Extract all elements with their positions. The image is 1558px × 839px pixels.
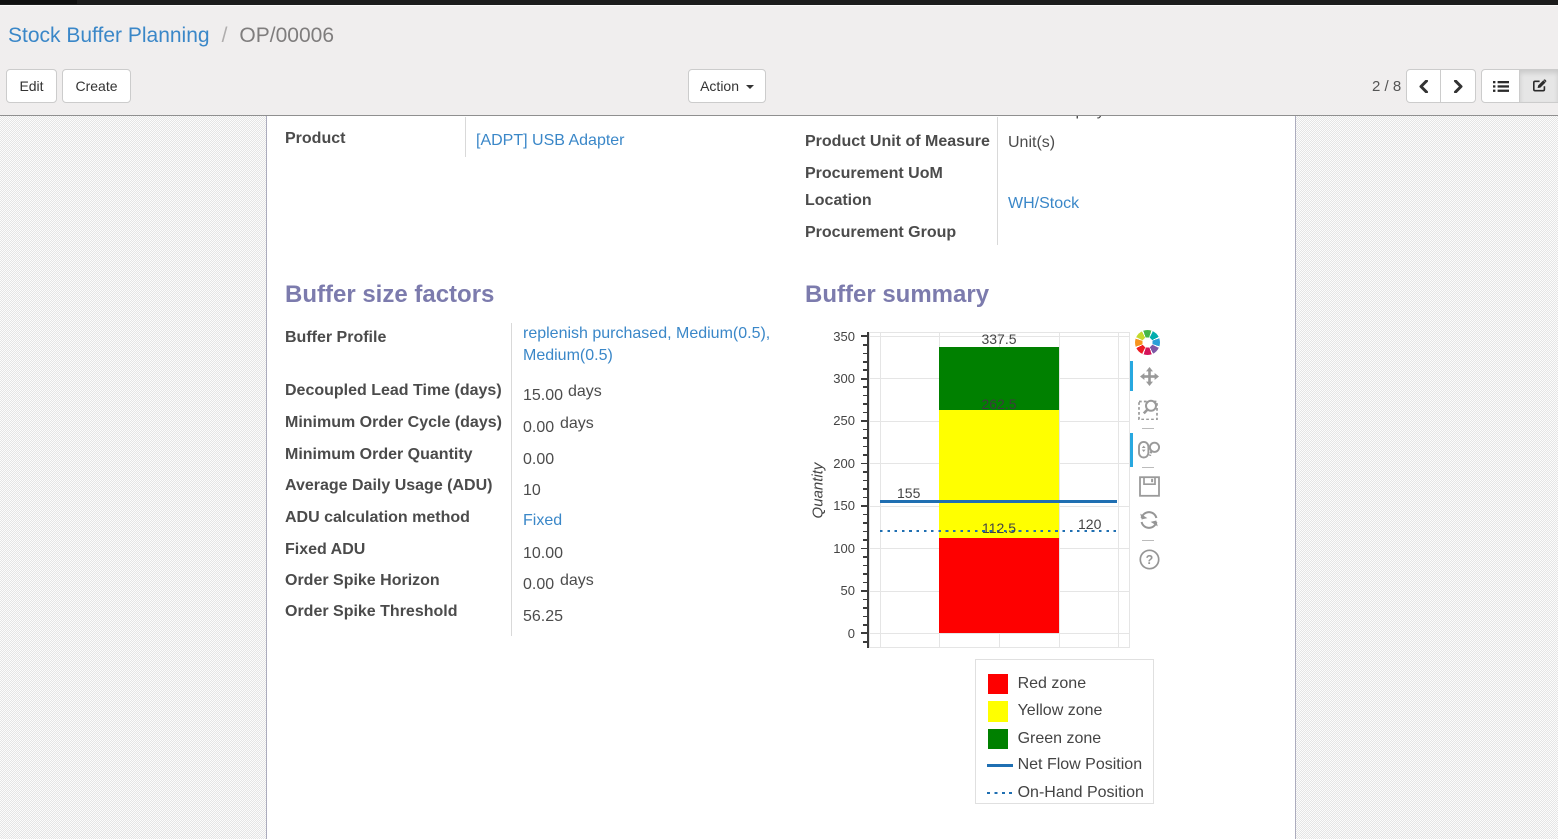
svg-text:?: ?	[1146, 553, 1154, 567]
